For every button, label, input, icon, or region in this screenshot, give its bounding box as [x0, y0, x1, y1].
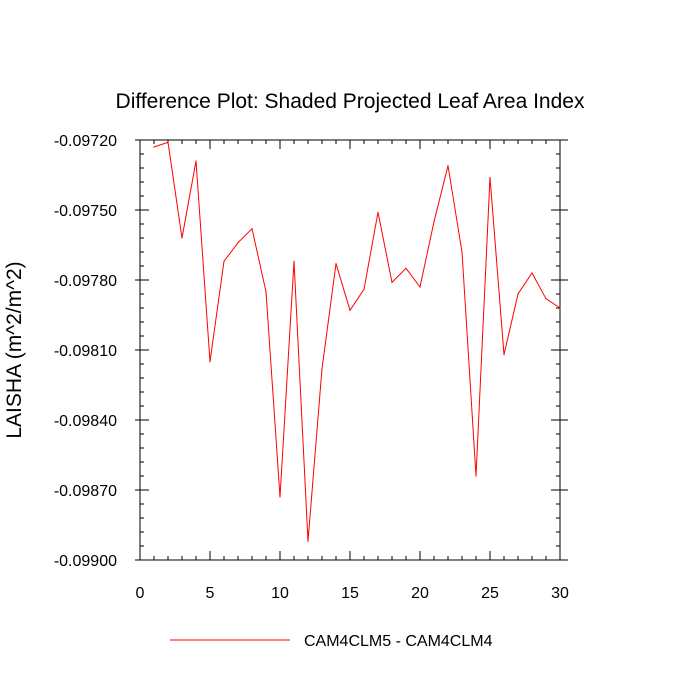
- data-point: [461, 251, 463, 253]
- data-point: [237, 242, 239, 244]
- data-point: [349, 309, 351, 311]
- data-point: [559, 307, 561, 309]
- x-tick-label: 0: [136, 585, 145, 602]
- data-point: [153, 146, 155, 148]
- legend-label: CAM4CLM5 - CAM4CLM4: [304, 633, 493, 650]
- data-point: [433, 221, 435, 223]
- y-axis-title: LAISHA (m^2/m^2): [3, 261, 26, 438]
- data-point: [195, 160, 197, 162]
- data-point: [293, 260, 295, 262]
- data-point: [279, 496, 281, 498]
- data-point: [377, 211, 379, 213]
- tick-labels: 0 5 10 15 20 25 30 -0.09720 -0.09750 -0.09780 -0.0…: [54, 133, 569, 602]
- x-tick-label: 15: [341, 585, 359, 602]
- x-tick-label: 20: [411, 585, 429, 602]
- data-point: [307, 540, 309, 542]
- y-tick-label: -0.09870: [54, 483, 117, 500]
- data-point: [447, 165, 449, 167]
- legend: CAM4CLM5 - CAM4CLM4: [170, 633, 493, 650]
- data-point: [335, 263, 337, 265]
- x-tick-label: 10: [271, 585, 289, 602]
- data-point: [531, 272, 533, 274]
- data-point: [209, 361, 211, 363]
- data-point: [503, 354, 505, 356]
- data-point: [419, 286, 421, 288]
- x-tick-label: 25: [481, 585, 499, 602]
- series-lines: [153, 141, 561, 542]
- y-tick-label: -0.09780: [54, 273, 117, 290]
- axis-ticks: [135, 139, 568, 561]
- data-point: [223, 260, 225, 262]
- data-point: [167, 141, 169, 143]
- y-tick-label: -0.09840: [54, 413, 117, 430]
- plot-frame: [139, 139, 561, 561]
- data-point: [405, 267, 407, 269]
- y-tick-label: -0.09900: [54, 553, 117, 570]
- y-tick-label: -0.09720: [54, 133, 117, 150]
- x-tick-label: 5: [206, 585, 215, 602]
- data-point: [251, 228, 253, 230]
- data-point: [265, 291, 267, 293]
- data-point: [517, 293, 519, 295]
- series-line: [153, 141, 561, 542]
- data-point: [363, 288, 365, 290]
- y-tick-label: -0.09750: [54, 203, 117, 220]
- data-point: [545, 298, 547, 300]
- data-point: [475, 475, 477, 477]
- data-point: [321, 368, 323, 370]
- y-tick-label: -0.09810: [54, 343, 117, 360]
- x-tick-label: 30: [551, 585, 569, 602]
- plot-area: [139, 139, 561, 561]
- data-point: [391, 281, 393, 283]
- data-point: [181, 237, 183, 239]
- chart-title: Difference Plot: Shaded Projected Leaf A…: [116, 90, 585, 113]
- data-point: [489, 176, 491, 178]
